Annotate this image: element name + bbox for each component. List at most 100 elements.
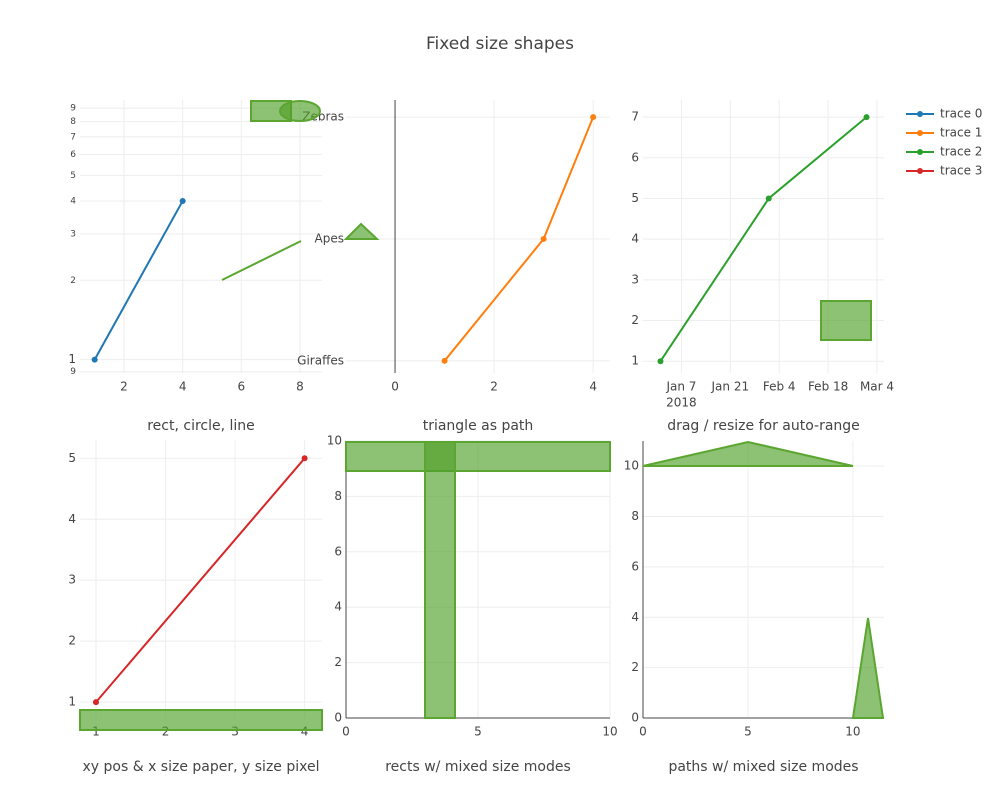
x-tick-label: Jan 21: [711, 380, 750, 394]
x-tick-label: 2: [490, 380, 498, 394]
subplot: 1 2 3 4 1 2 3 4 5 xy pos & x size paper, y size p…: [68, 440, 322, 775]
y-tick-label: 7: [70, 132, 76, 142]
y-tick-label: 8: [334, 489, 342, 503]
legend-label: trace 3: [940, 164, 982, 178]
subplot-title: rect, circle, line: [147, 418, 255, 434]
y-tick-label: 2: [334, 655, 342, 669]
marker: [92, 699, 99, 706]
y-tick-label: 4: [631, 610, 639, 624]
y-tick-label: 9: [70, 367, 76, 377]
legend-marker: [917, 168, 923, 174]
subplot: 0 5 10 0 2 4 6 8 10 rects w/ mixed size modes: [327, 434, 618, 776]
y-tick-label: 5: [70, 171, 76, 181]
shape-rect: [345, 441, 611, 472]
x-tick-sublabel: 2018: [666, 396, 697, 410]
shapes: [79, 100, 885, 731]
y-tick-label: 6: [631, 150, 639, 164]
y-tick-label: 6: [631, 559, 639, 573]
legend-label: trace 0: [940, 107, 982, 121]
x-tick-label: 10: [602, 725, 617, 739]
y-tick-label: 0: [334, 711, 342, 725]
y-tick-label: 2: [70, 276, 76, 286]
y-tick-label: 9: [70, 104, 76, 114]
figure-title: Fixed size shapes: [426, 34, 574, 54]
series-line: [93, 200, 184, 361]
y-tick-label: 6: [334, 544, 342, 558]
x-tick-label: 4: [589, 380, 597, 394]
x-tick-label: 4: [179, 380, 187, 394]
y-tick-label: 1: [631, 354, 639, 368]
y-tick-label: 5: [68, 451, 76, 465]
y-tick-label: 3: [68, 573, 76, 587]
shape-rect: [424, 441, 456, 719]
marker: [657, 358, 664, 365]
subplot: 0 5 10 0 2 4 6 8 10 paths w/ mixed size modes: [624, 441, 884, 775]
shape-rect: [820, 300, 872, 341]
x-tick-label: 0: [342, 725, 350, 739]
y-tick-label: 2: [631, 660, 639, 674]
y-tick-label: 4: [68, 512, 76, 526]
subplot-title: paths w/ mixed size modes: [668, 759, 858, 775]
x-tick-label: 2: [120, 380, 128, 394]
shape-path: [851, 617, 885, 719]
y-tick-label: 4: [70, 196, 76, 206]
shape-circle: [279, 100, 321, 122]
y-tick-label: 2: [68, 634, 76, 648]
x-tick-label: 10: [845, 725, 860, 739]
y-tick-label: 7: [631, 110, 639, 124]
x-tick-label: Jan 7: [665, 380, 696, 394]
marker: [590, 114, 597, 121]
series-line: [95, 457, 306, 703]
shape-triangle: [343, 222, 380, 240]
marker: [301, 455, 308, 462]
marker: [91, 356, 98, 363]
y-tick-label: 1: [68, 695, 76, 709]
x-tick-label: Feb 18: [808, 380, 848, 394]
y-tick-label: 3: [70, 229, 76, 239]
subplot-title: rects w/ mixed size modes: [385, 759, 571, 775]
legend-label: trace 1: [940, 126, 982, 140]
y-tick-label: 8: [70, 117, 76, 127]
y-tick-label: 3: [631, 272, 639, 286]
y-tick-label: Apes: [315, 231, 344, 245]
marker: [765, 195, 772, 202]
x-tick-label: Mar 4: [860, 380, 894, 394]
y-tick-label: 6: [70, 150, 76, 160]
x-tick-label: 0: [391, 380, 399, 394]
y-tick-label: 10: [624, 459, 639, 473]
y-tick-label: 5: [631, 191, 639, 205]
x-tick-label: 3: [231, 725, 239, 739]
legend-label: trace 2: [940, 145, 982, 159]
x-tick-label: Feb 4: [763, 380, 796, 394]
marker: [540, 235, 547, 242]
y-tick-label: 4: [631, 232, 639, 246]
x-tick-label: 5: [474, 725, 482, 739]
y-tick-label: Giraffes: [297, 353, 344, 367]
y-tick-label: 0: [631, 711, 639, 725]
x-tick-label: 2: [162, 725, 170, 739]
legend-marker: [917, 111, 923, 117]
x-tick-label: 4: [301, 725, 309, 739]
y-tick-label: 10: [327, 434, 342, 448]
subplot-title: triangle as path: [423, 418, 534, 434]
x-tick-label: 6: [238, 380, 246, 394]
y-tick-label: 1: [68, 352, 76, 366]
subplot-title: drag / resize for auto-range: [667, 418, 860, 434]
x-tick-label: 0: [639, 725, 647, 739]
y-tick-label: 2: [631, 313, 639, 327]
x-tick-label: 5: [744, 725, 752, 739]
shape-path: [642, 440, 854, 467]
legend-marker: [917, 130, 923, 136]
subplot-title: xy pos & x size paper, y size pixel: [82, 759, 319, 775]
shape-rect: [79, 709, 323, 731]
marker: [863, 114, 870, 121]
marker: [179, 197, 186, 204]
legend-marker: [917, 149, 923, 155]
y-tick-label: 8: [631, 509, 639, 523]
subplot: Jan 7 Jan 21 Feb 4 Feb 18 Mar 4 2018 1 2 3 4 5 6 7 dr…: [631, 100, 894, 434]
